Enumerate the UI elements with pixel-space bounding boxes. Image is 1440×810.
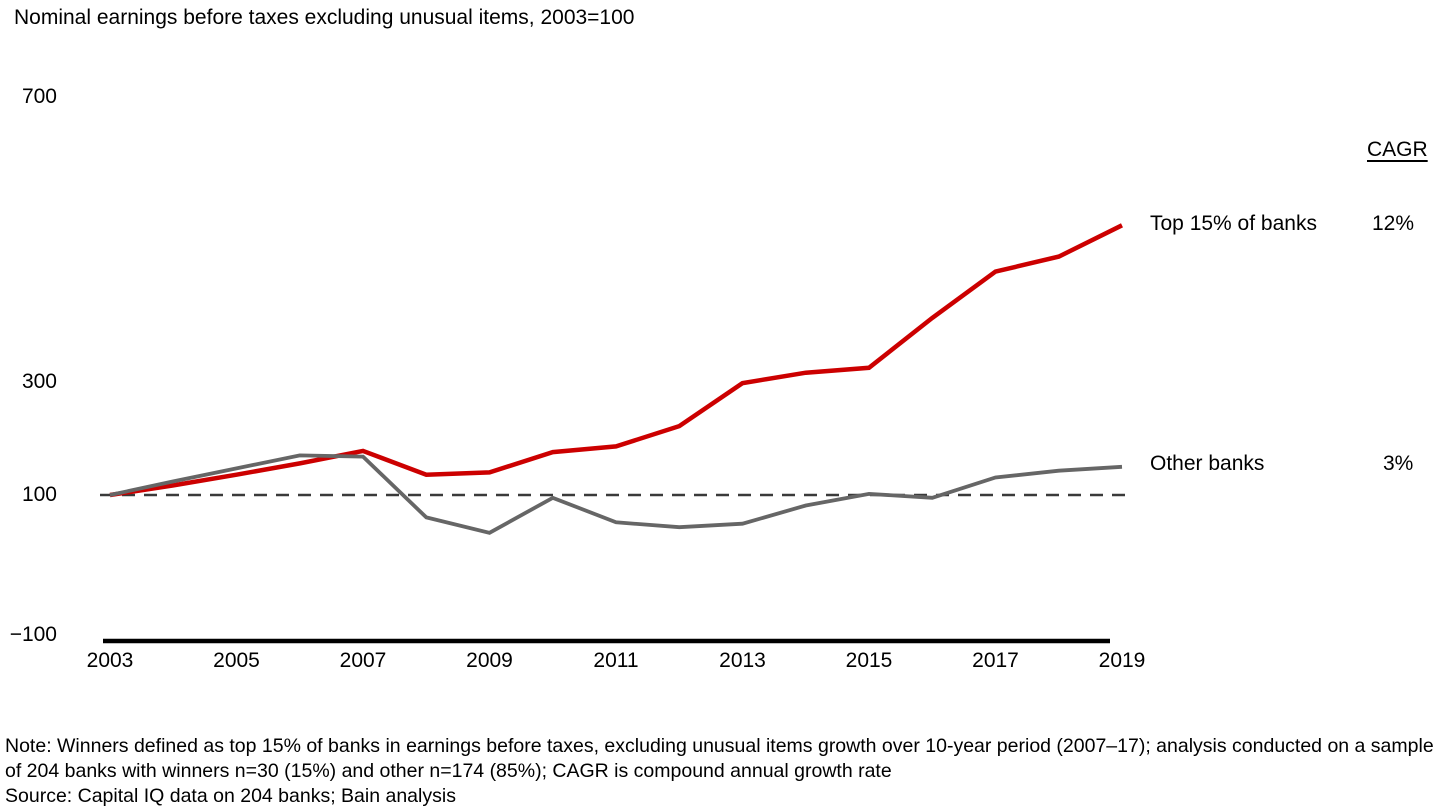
note-text: Note: Winners defined as top 15% of bank… (5, 735, 1434, 782)
y-axis-tick-labels: 700 300 100 −100 (0, 0, 57, 810)
cagr-value-top-15-banks: 12% (1372, 212, 1415, 235)
source-text: Source: Capital IQ data on 204 banks; Ba… (5, 785, 456, 807)
x-tick-2011: 2011 (593, 649, 639, 672)
x-tick-2013: 2013 (719, 649, 766, 672)
x-tick-2019: 2019 (1098, 649, 1146, 672)
y-tick-300: 300 (21, 370, 57, 393)
x-tick-2015: 2015 (845, 649, 893, 672)
y-tick--100: −100 (9, 623, 57, 646)
chart-title: Nominal earnings before taxes excluding … (14, 6, 635, 29)
series-line-other-banks (109, 453, 1123, 535)
cagr-column-header: CAGR (1367, 138, 1428, 161)
x-tick-2009: 2009 (466, 649, 513, 672)
x-tick-2005: 2005 (213, 649, 260, 672)
series-label-top-15-banks: Top 15% of banks (1150, 212, 1317, 235)
footnotes: Note: Winners defined as top 15% of bank… (5, 734, 1438, 809)
y-tick-700: 700 (21, 85, 57, 108)
x-tick-2017: 2017 (972, 649, 1019, 672)
y-tick-100: 100 (21, 483, 57, 506)
x-tick-2007: 2007 (339, 649, 387, 672)
series-line-top-15-banks (109, 223, 1123, 498)
series-label-other-banks: Other banks (1150, 452, 1265, 475)
x-tick-2003: 2003 (86, 649, 134, 672)
cagr-value-other-banks: 3% (1383, 452, 1414, 475)
